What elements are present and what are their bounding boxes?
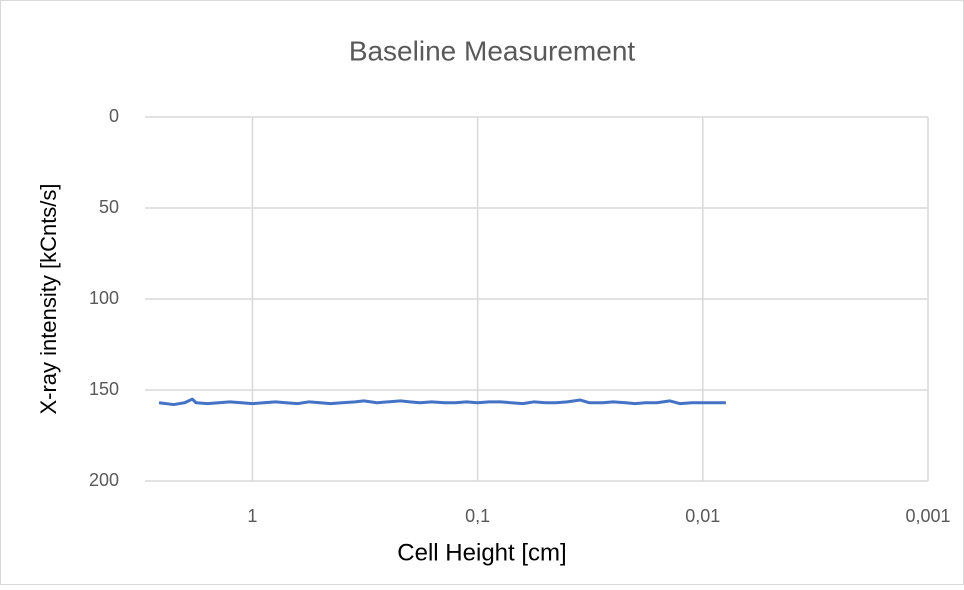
y-tick-label: 50 <box>99 197 119 217</box>
y-tick-label: 150 <box>89 379 119 399</box>
x-tick-label: 1 <box>247 506 257 526</box>
x-tick-label: 0,001 <box>905 506 950 526</box>
x-axis-label: Cell Height [cm] <box>397 539 566 566</box>
x-tick-label: 0,1 <box>465 506 490 526</box>
y-axis-label: X-ray intensity [kCnts/s] <box>36 183 61 414</box>
x-tick-label: 0,01 <box>685 506 720 526</box>
y-tick-label: 200 <box>89 470 119 490</box>
chart-title: Baseline Measurement <box>349 35 636 66</box>
y-tick-label: 0 <box>109 106 119 126</box>
data-line <box>158 397 726 407</box>
y-tick-label: 100 <box>89 288 119 308</box>
